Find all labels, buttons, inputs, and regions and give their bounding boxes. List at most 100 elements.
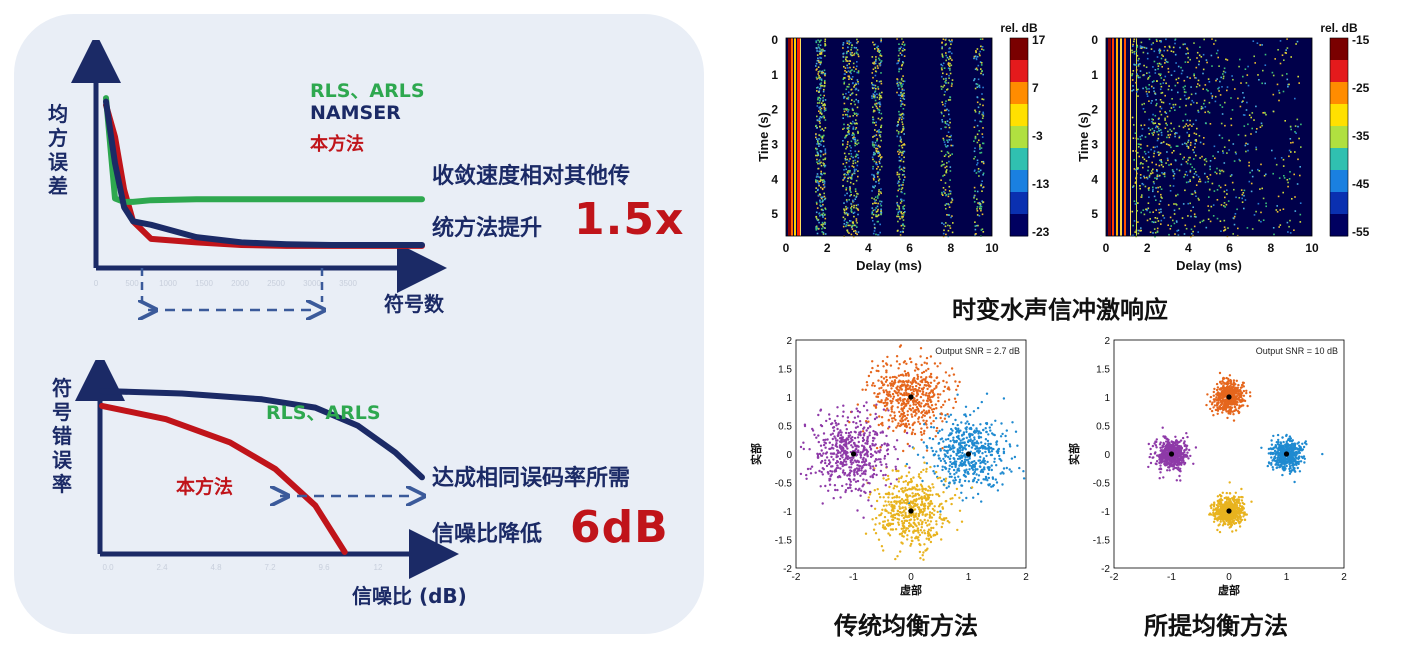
- constellation-point: [939, 459, 943, 462]
- constellation-point: [857, 464, 861, 467]
- constellation-point: [922, 558, 925, 561]
- constellation-point: [957, 467, 960, 470]
- impulse-tap: [1194, 146, 1196, 149]
- impulse-tap: [948, 160, 950, 163]
- constellation-point: [857, 488, 860, 492]
- impulse-tap: [1136, 46, 1139, 48]
- impulse-tap: [1282, 208, 1285, 210]
- impulse-tap: [879, 64, 882, 66]
- impulse-tap: [850, 78, 853, 80]
- impulse-tap: [902, 80, 904, 82]
- impulse-tap: [848, 153, 850, 155]
- impulse-tap: [1234, 213, 1237, 215]
- constellation-point: [926, 387, 929, 391]
- colorbar-tick: -35: [1352, 129, 1370, 143]
- constellation-point: [840, 449, 844, 453]
- impulse-tap: [855, 153, 858, 156]
- constellation-point: [993, 460, 996, 463]
- constellation-point: [1000, 422, 1003, 425]
- impulse-tap: [820, 78, 823, 80]
- constellation-point: [897, 480, 900, 483]
- impulse-tap: [819, 150, 822, 152]
- constellation-point: [887, 522, 890, 525]
- impulse-tap: [899, 160, 902, 162]
- impulse-y-tick: 2: [1091, 103, 1098, 117]
- impulse-tap: [951, 52, 953, 55]
- impulse-tap: [900, 158, 903, 160]
- impulse-tap: [899, 218, 901, 220]
- constellation-point: [1153, 442, 1156, 445]
- impulse-tap: [1189, 179, 1191, 181]
- impulse-tap: [877, 117, 880, 120]
- impulse-tap: [852, 212, 855, 214]
- impulse-tap: [975, 67, 978, 70]
- constellation-point: [916, 492, 920, 496]
- constellation-point: [905, 391, 908, 395]
- impulse-tap: [1166, 151, 1168, 153]
- impulse-tap: [943, 163, 945, 166]
- impulse-tap: [824, 72, 827, 75]
- colorbar-tick: -45: [1352, 177, 1370, 191]
- impulse-tap: [1148, 100, 1150, 102]
- constellation-point: [881, 360, 885, 363]
- constellation-x-tick: -1: [849, 572, 858, 583]
- impulse-tap: [1140, 227, 1142, 229]
- impulse-tap: [815, 47, 818, 49]
- constellation-point: [894, 465, 897, 468]
- impulse-tap: [822, 48, 824, 51]
- impulse-tap: [872, 158, 874, 161]
- impulse-tap: [879, 136, 882, 138]
- constellation-point: [836, 427, 839, 431]
- impulse-tap: [1151, 85, 1153, 88]
- impulse-tap: [820, 82, 822, 84]
- impulse-tap: [982, 231, 985, 233]
- impulse-tap: [818, 102, 821, 104]
- impulse-tap: [1174, 84, 1177, 87]
- constellation-point: [855, 422, 858, 425]
- impulse-tap: [818, 119, 821, 121]
- impulse-tap: [945, 77, 947, 80]
- constellation-point: [921, 513, 924, 516]
- impulse-tap: [880, 39, 882, 42]
- constellation-point: [904, 511, 907, 515]
- impulse-tap: [945, 153, 947, 156]
- constellation-point: [928, 516, 931, 519]
- impulse-tap: [1164, 75, 1167, 78]
- impulse-tap: [901, 64, 903, 67]
- impulse-tap: [879, 103, 881, 105]
- impulse-tap: [896, 171, 899, 174]
- impulse-tap: [902, 206, 904, 208]
- impulse-tap: [819, 108, 822, 111]
- impulse-tap: [1184, 125, 1186, 127]
- constellation-point: [885, 463, 888, 466]
- constellation-point: [861, 466, 864, 469]
- impulse-tap: [880, 210, 882, 212]
- impulse-tap: [853, 46, 856, 49]
- impulse-tap: [1211, 95, 1214, 97]
- colorbar-tick: -23: [1032, 225, 1050, 239]
- impulse-tap: [855, 112, 858, 115]
- constellation-point: [900, 514, 904, 517]
- impulse-tap: [852, 166, 855, 168]
- impulse-tap: [1164, 119, 1166, 121]
- constellation-point: [865, 421, 868, 424]
- impulse-tap: [1276, 83, 1279, 86]
- impulse-tap: [976, 69, 979, 71]
- constellation-point: [905, 362, 908, 365]
- impulse-tap: [1160, 129, 1162, 131]
- constellation-point: [808, 448, 811, 451]
- impulse-tap: [818, 47, 820, 49]
- constellation-point: [904, 480, 907, 483]
- impulse-tap: [1155, 125, 1158, 127]
- impulse-tap: [857, 170, 859, 172]
- impulse-tap: [815, 181, 817, 183]
- impulse-tap: [1217, 151, 1219, 153]
- impulse-tap: [1132, 185, 1135, 187]
- impulse-tap: [1231, 181, 1234, 184]
- impulse-tap: [1235, 196, 1237, 199]
- impulse-tap: [1139, 187, 1141, 190]
- constellation-point: [846, 455, 849, 459]
- constellation-point: [990, 423, 993, 426]
- constellation-point: [837, 476, 840, 479]
- impulse-tap: [848, 41, 850, 43]
